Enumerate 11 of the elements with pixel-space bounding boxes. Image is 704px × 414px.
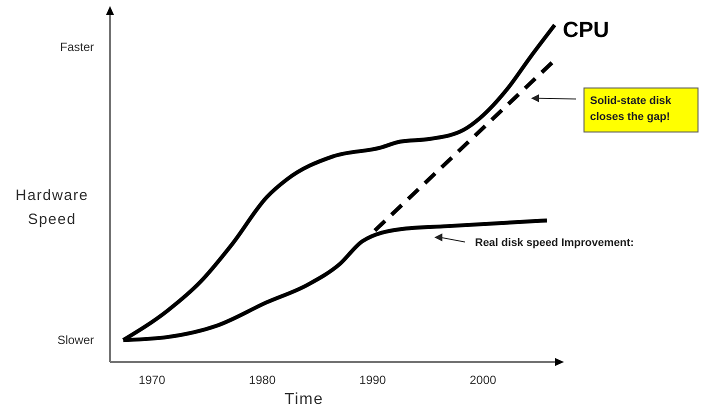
x-tick-label: 1990 <box>359 373 386 387</box>
x-axis-title: Time <box>284 391 324 408</box>
x-tick-label: 1970 <box>138 373 166 387</box>
series-label: CPU <box>562 17 610 42</box>
series-label: Real disk speed Improvement: <box>475 237 634 249</box>
text: Solid-state disk closes the gap! <box>590 95 672 123</box>
text: Faster <box>60 40 94 54</box>
text: Slower <box>57 333 94 347</box>
x-tick-label: 2000 <box>470 373 497 387</box>
y-axis-title: Hardware Speed <box>15 187 89 228</box>
x-tick-label: 1980 <box>248 373 276 387</box>
